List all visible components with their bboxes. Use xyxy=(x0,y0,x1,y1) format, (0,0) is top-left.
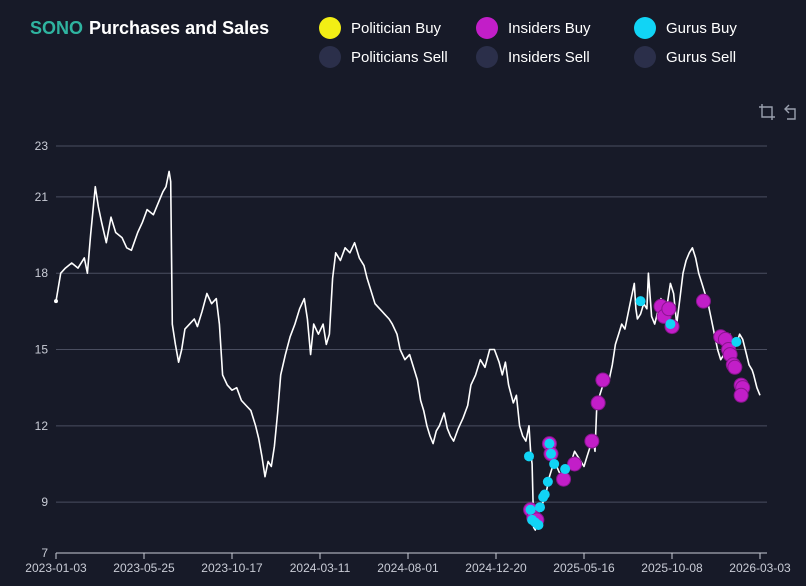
legend-gurus-buy[interactable]: Gurus Buy xyxy=(634,17,737,39)
insider-buy-marker xyxy=(584,433,600,449)
legend-insiders-buy[interactable]: Insiders Buy xyxy=(476,17,591,39)
insider-buy-marker xyxy=(727,359,743,375)
insider-buy-marker xyxy=(590,395,606,411)
ticker-symbol: SONO xyxy=(30,18,84,38)
guru-buy-marker xyxy=(731,336,742,347)
x-tick-label: 2024-08-01 xyxy=(377,561,439,575)
guru-buy-marker xyxy=(535,502,545,513)
x-tick-label: 2024-12-20 xyxy=(465,561,527,575)
legend-dot-insiders-buy xyxy=(476,17,498,39)
y-tick-label: 9 xyxy=(41,495,48,509)
insider-buy-marker xyxy=(595,372,611,388)
reset-zoom-icon[interactable] xyxy=(783,103,801,121)
legend-dot-gurus-buy xyxy=(634,17,656,39)
legend-dot-politicians-sell xyxy=(319,46,341,68)
guru-buy-marker xyxy=(635,296,646,307)
guru-buy-marker xyxy=(665,319,676,330)
legend-politician-buy[interactable]: Politician Buy xyxy=(319,17,441,39)
guru-buy-marker xyxy=(533,520,544,531)
legend-dot-gurus-sell xyxy=(634,46,656,68)
legend-label: Politician Buy xyxy=(351,19,442,37)
x-tick-label: 2026-03-03 xyxy=(729,561,791,575)
guru-buy-marker xyxy=(560,464,571,475)
legend-insiders-sell[interactable]: Insiders Sell xyxy=(476,46,590,68)
crop-zoom-icon[interactable] xyxy=(758,103,776,121)
y-tick-label: 21 xyxy=(35,190,49,204)
guru-buy-marker xyxy=(549,458,560,469)
legend-label: Gurus Buy xyxy=(666,19,737,37)
legend-dot-insiders-sell xyxy=(476,46,498,68)
y-tick-label: 18 xyxy=(35,266,49,280)
legend-politicians-sell[interactable]: Politicians Sell xyxy=(319,46,448,68)
legend-dot-politician-buy xyxy=(319,17,341,39)
y-tick-label: 12 xyxy=(35,419,49,433)
y-tick-label: 23 xyxy=(35,139,49,153)
legend-gurus-sell[interactable]: Gurus Sell xyxy=(634,46,736,68)
insider-buy-marker xyxy=(567,456,583,472)
guru-buy-marker xyxy=(525,504,536,515)
legend-label: Insiders Buy xyxy=(508,19,591,37)
chart-title: SONO Purchases and Sales xyxy=(30,18,269,39)
insider-buy-marker xyxy=(661,301,677,317)
legend-label: Insiders Sell xyxy=(508,48,590,66)
insider-buy-marker xyxy=(695,293,711,309)
y-tick-label: 7 xyxy=(41,546,48,560)
price-line xyxy=(55,170,761,531)
guru-buy-marker xyxy=(544,438,555,449)
x-tick-label: 2023-01-03 xyxy=(25,561,87,575)
guru-buy-marker xyxy=(524,451,534,462)
guru-buy-marker xyxy=(542,476,553,487)
x-tick-label: 2024-03-11 xyxy=(290,561,351,575)
insider-buy-marker xyxy=(556,471,572,487)
x-tick-label: 2023-10-17 xyxy=(201,561,263,575)
x-tick-label: 2025-10-08 xyxy=(641,561,703,575)
guru-buy-marker xyxy=(539,489,550,500)
legend-label: Politicians Sell xyxy=(351,48,448,66)
legend-label: Gurus Sell xyxy=(666,48,737,66)
price-start-point xyxy=(54,299,58,304)
x-tick-label: 2025-05-16 xyxy=(553,561,615,575)
insider-buy-marker xyxy=(733,387,749,403)
title-text: Purchases and Sales xyxy=(89,18,270,38)
y-tick-label: 15 xyxy=(35,343,49,357)
x-tick-label: 2023-05-25 xyxy=(113,561,175,575)
guru-buy-marker xyxy=(546,448,556,459)
